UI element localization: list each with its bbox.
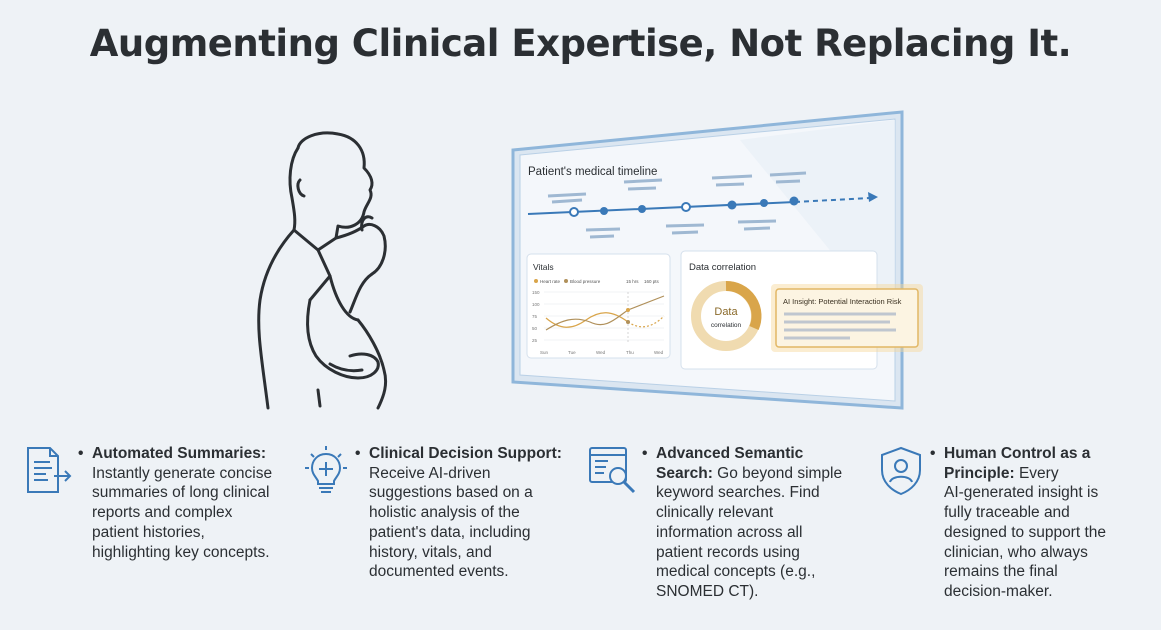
x-tick: Thu (626, 350, 634, 355)
feature-line: suggestions based on a (369, 484, 533, 502)
feature-line: decision-maker. (944, 582, 1053, 600)
x-tick: Wed (654, 350, 664, 355)
clinical-dashboard-monitor: Patient's medical timeline (511, 110, 923, 410)
feature-line: patient records using (656, 543, 800, 561)
lightbulb-plus-icon (305, 446, 347, 493)
correlation-title: Data correlation (689, 262, 756, 273)
donut-sublabel: correlation (711, 322, 742, 329)
feature-line: fully traceable and (944, 504, 1070, 522)
feature-text: • Automated Summaries: Instantly generat… (78, 445, 273, 561)
legend-blood-pressure: Blood pressure (570, 279, 601, 284)
page-title: Augmenting Clinical Expertise, Not Repla… (89, 22, 1072, 65)
feature-line: documented events. (369, 563, 509, 581)
legend-hours: 15 hrs (626, 279, 639, 284)
feature-heading: Clinical Decision Support: (369, 445, 562, 462)
feature-line: clinically relevant (656, 504, 774, 522)
feature-line: Search: Go beyond simple (656, 464, 843, 482)
y-tick: 100 (532, 302, 540, 307)
feature-heading: Human Control as a (944, 445, 1091, 462)
feature-line: reports and complex (92, 504, 233, 522)
x-tick: Sun (540, 350, 549, 355)
y-tick: 75 (532, 314, 538, 319)
ai-insight-label: AI Insight: Potential Interaction Risk (783, 297, 902, 306)
document-arrow-icon (27, 447, 72, 493)
shield-user-icon (881, 446, 921, 496)
x-tick: Tue (568, 350, 576, 355)
feature-line: Instantly generate concise (92, 464, 273, 482)
legend-heart-rate: Heart rate (540, 279, 561, 284)
timeline-chart (527, 171, 878, 239)
feature-line: AI-generated insight is (944, 484, 1099, 502)
vitals-panel: Vitals Heart rate Blood pressure 15 hrs … (526, 253, 671, 359)
feature-heading: Automated Summaries: (92, 445, 266, 462)
feature-line: SNOMED CT). (656, 582, 759, 600)
feature-line: clinician, who always (944, 543, 1088, 561)
feature-line: summaries of long clinical (92, 484, 270, 502)
feature-text: • Human Control as a Principle: Every AI… (930, 445, 1107, 600)
feature-line: information across all (656, 523, 803, 541)
feature-line: Principle: Every (944, 464, 1059, 482)
feature-line: keyword searches. Find (656, 484, 820, 502)
illustration: Patient's medical timeline (257, 110, 923, 410)
search-document-icon (589, 447, 636, 494)
feature-line: Receive AI-driven (369, 464, 491, 482)
feature-line: history, vitals, and (369, 543, 492, 561)
y-tick: 150 (532, 290, 540, 295)
feature-line: remains the final (944, 563, 1058, 581)
ai-insight-card: AI Insight: Potential Interaction Risk (771, 284, 923, 352)
thinking-person-illustration (257, 131, 388, 410)
timeline-title: Patient's medical timeline (528, 166, 657, 178)
donut-label: Data (714, 306, 738, 318)
feature-line: medical concepts (e.g., (656, 563, 816, 581)
feature-text: • Advanced Semantic Search: Go beyond si… (642, 445, 843, 600)
legend-points: 160 pts (644, 279, 660, 284)
y-tick: 50 (532, 326, 538, 331)
feature-line: patient histories, (92, 523, 205, 541)
y-tick: 25 (532, 338, 538, 343)
feature-line: holistic analysis of the (369, 504, 520, 522)
vitals-title: Vitals (533, 262, 554, 272)
feature-line: highlighting key concepts. (92, 543, 270, 561)
feature-text: • Clinical Decision Support: Receive AI-… (355, 445, 562, 581)
feature-heading: Advanced Semantic (656, 445, 804, 462)
x-tick: Wed (596, 350, 606, 355)
feature-line: designed to support the (944, 523, 1107, 541)
feature-line: patient's data, including (369, 523, 531, 541)
